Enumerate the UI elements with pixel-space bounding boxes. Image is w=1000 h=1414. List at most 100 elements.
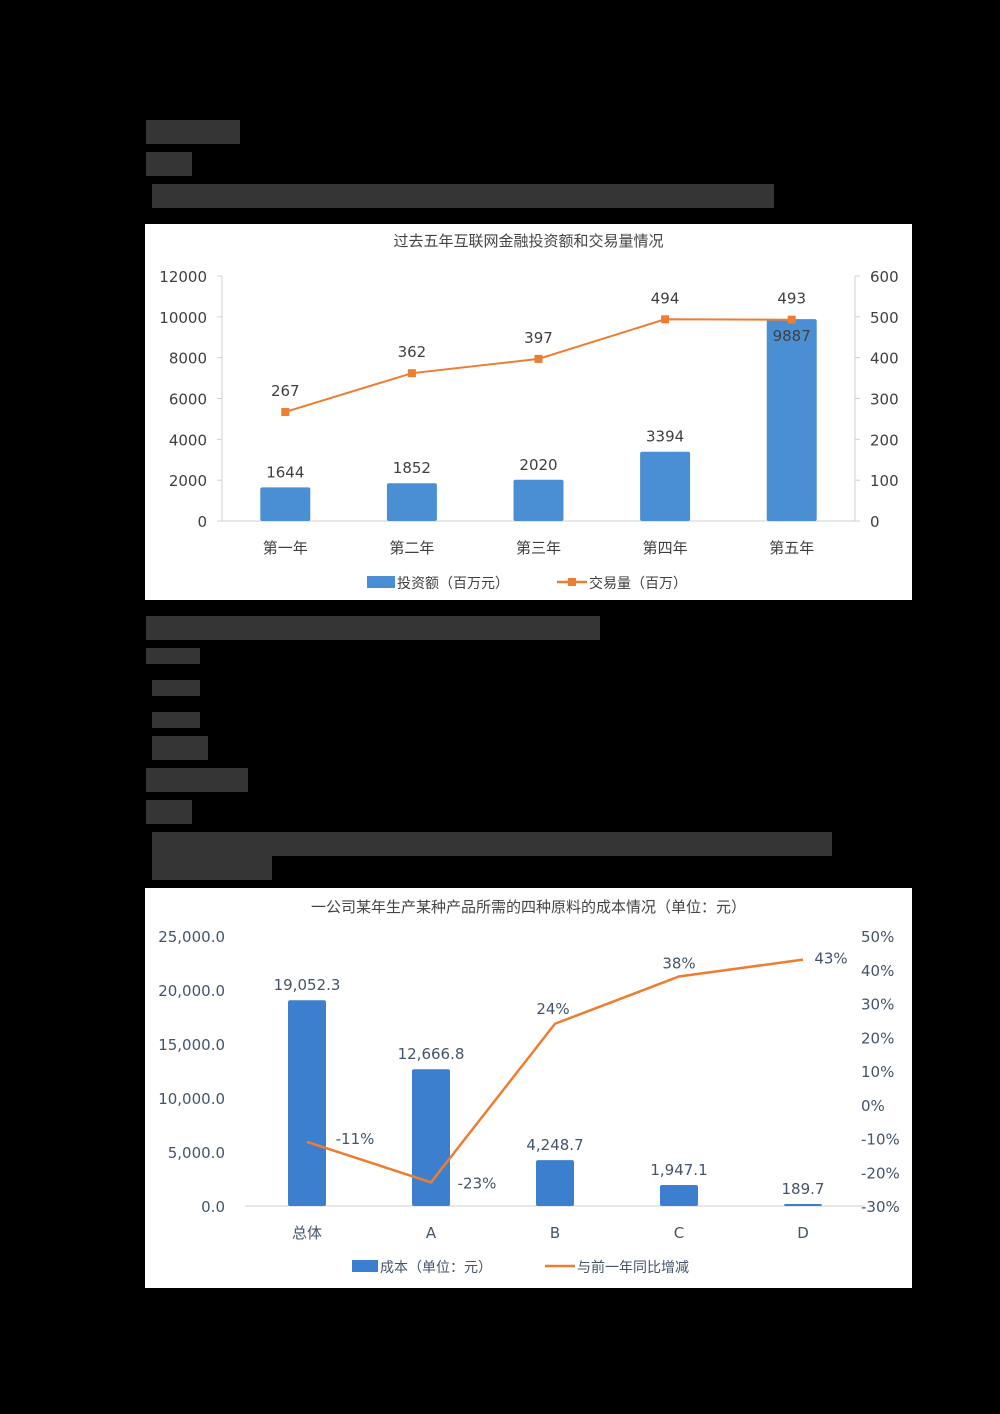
bar-value-label: 1,947.1 bbox=[650, 1161, 707, 1179]
bar bbox=[386, 483, 437, 521]
redacted-text-line bbox=[152, 736, 208, 760]
right-axis-tick: 50% bbox=[861, 928, 894, 946]
line-value-label: 493 bbox=[777, 290, 806, 308]
redacted-text-line bbox=[152, 680, 200, 696]
legend-line-marker bbox=[568, 578, 576, 586]
category-label: 第五年 bbox=[769, 539, 814, 557]
bar-value-label: 189.7 bbox=[782, 1180, 825, 1198]
redacted-text-line bbox=[152, 712, 200, 728]
category-label: 第一年 bbox=[263, 539, 308, 557]
right-axis-tick: 0% bbox=[861, 1097, 885, 1115]
legend-line-label: 与前一年同比增减 bbox=[577, 1259, 689, 1276]
bar-value-label: 19,052.3 bbox=[274, 976, 341, 994]
left-axis-tick: 25,000.0 bbox=[158, 928, 225, 946]
bar bbox=[640, 451, 691, 521]
chart-title: 一公司某年生产某种产品所需的四种原料的成本情况（单位：元） bbox=[310, 898, 746, 916]
line-marker bbox=[661, 315, 670, 324]
right-axis-tick: -30% bbox=[861, 1198, 900, 1216]
bar-value-label: 2020 bbox=[519, 456, 557, 474]
bar bbox=[766, 319, 817, 521]
left-axis-tick: 10000 bbox=[159, 309, 207, 327]
right-axis-tick: 500 bbox=[870, 309, 899, 327]
bar bbox=[513, 479, 564, 521]
bar-value-label: 9887 bbox=[773, 327, 811, 345]
category-label: 第四年 bbox=[643, 539, 688, 557]
category-label: 第三年 bbox=[516, 539, 561, 557]
redacted-text-line bbox=[146, 768, 248, 792]
right-axis-tick: 10% bbox=[861, 1063, 894, 1081]
right-axis-tick: 400 bbox=[870, 350, 899, 368]
chart-investment-volume: 过去五年互联网金融投资额和交易量情况 0 2000 4000 6000 8000 1000… bbox=[145, 224, 912, 600]
line-value-label: 38% bbox=[662, 955, 695, 973]
right-axis-tick: 200 bbox=[870, 431, 899, 449]
bar-value-label: 1644 bbox=[266, 463, 304, 481]
left-axis-tick: 0 bbox=[197, 513, 207, 531]
category-label: 总体 bbox=[292, 1224, 322, 1242]
right-axis-tick: 40% bbox=[861, 962, 894, 980]
left-axis-tick: 8000 bbox=[169, 350, 207, 368]
line-value-label: -23% bbox=[458, 1174, 497, 1192]
left-axis-tick: 2000 bbox=[169, 472, 207, 490]
legend-line-label: 交易量（百万） bbox=[589, 575, 687, 592]
category-label: D bbox=[797, 1224, 809, 1242]
left-axis-tick: 6000 bbox=[169, 391, 207, 409]
chart-plot: 0 2000 4000 6000 8000 10000 12000 0 100 200 300 400… bbox=[159, 268, 899, 592]
right-axis-tick: 30% bbox=[861, 996, 894, 1014]
left-axis-tick: 12000 bbox=[159, 268, 207, 286]
legend-bar-label: 投资额（百万元） bbox=[397, 576, 509, 592]
left-axis-tick: 0.0 bbox=[201, 1198, 225, 1216]
line-value-label: 362 bbox=[398, 343, 427, 361]
bar-value-label: 4,248.7 bbox=[526, 1136, 583, 1154]
line-series bbox=[306, 958, 804, 1184]
line-value-label: 494 bbox=[651, 289, 680, 307]
right-axis-tick: -20% bbox=[861, 1164, 900, 1182]
left-axis-tick: 15,000.0 bbox=[158, 1036, 225, 1054]
line-marker bbox=[281, 407, 290, 416]
bar bbox=[660, 1184, 698, 1206]
legend-bar-label: 成本（单位：元） bbox=[380, 1260, 492, 1276]
category-label: B bbox=[550, 1224, 560, 1242]
line-value-label: 24% bbox=[536, 1000, 569, 1018]
redacted-text-line bbox=[152, 856, 272, 880]
line-value-label: -11% bbox=[336, 1130, 375, 1148]
legend-bar-swatch bbox=[352, 1260, 378, 1272]
category-label: C bbox=[674, 1224, 684, 1242]
redacted-text-line bbox=[146, 800, 192, 824]
left-axis-tick: 4000 bbox=[169, 431, 207, 449]
bar bbox=[412, 1069, 450, 1206]
redacted-text-line bbox=[146, 648, 200, 664]
redacted-text-line bbox=[146, 152, 192, 176]
left-axis-tick: 5,000.0 bbox=[168, 1144, 225, 1162]
category-label: A bbox=[426, 1224, 437, 1242]
line-marker bbox=[407, 369, 416, 378]
redacted-text-line bbox=[146, 616, 600, 640]
bar bbox=[784, 1203, 822, 1206]
bar-value-label: 12,666.8 bbox=[398, 1045, 465, 1063]
right-axis-tick: 100 bbox=[870, 472, 899, 490]
right-axis-tick: 0 bbox=[870, 513, 880, 531]
bar-value-label: 1852 bbox=[393, 459, 431, 477]
chart-material-cost: 一公司某年生产某种产品所需的四种原料的成本情况（单位：元） 0.0 5,000.0… bbox=[145, 888, 912, 1288]
chart-title: 过去五年互联网金融投资额和交易量情况 bbox=[393, 232, 664, 250]
bar bbox=[288, 1000, 326, 1206]
right-axis-tick: 20% bbox=[861, 1029, 894, 1047]
left-axis-tick: 10,000.0 bbox=[158, 1090, 225, 1108]
right-axis-tick: -10% bbox=[861, 1131, 900, 1149]
line-value-label: 397 bbox=[524, 329, 553, 347]
category-label: 第二年 bbox=[389, 539, 434, 557]
redacted-text-line bbox=[146, 120, 240, 144]
line-value-label: 43% bbox=[814, 950, 847, 968]
bar-value-label: 3394 bbox=[646, 428, 684, 446]
right-axis-tick: 300 bbox=[870, 391, 899, 409]
line-marker bbox=[534, 354, 543, 363]
right-axis-tick: 600 bbox=[870, 268, 899, 286]
line-value-label: 267 bbox=[271, 382, 300, 400]
redacted-text-line bbox=[152, 832, 832, 856]
legend-bar-swatch bbox=[367, 576, 395, 588]
line-marker bbox=[787, 315, 796, 324]
bar bbox=[536, 1160, 574, 1206]
bar bbox=[260, 487, 311, 521]
left-axis-tick: 20,000.0 bbox=[158, 982, 225, 1000]
redacted-text-line bbox=[152, 184, 774, 208]
chart-plot: 0.0 5,000.0 10,000.0 15,000.0 20,000.0 25,000… bbox=[158, 928, 900, 1276]
